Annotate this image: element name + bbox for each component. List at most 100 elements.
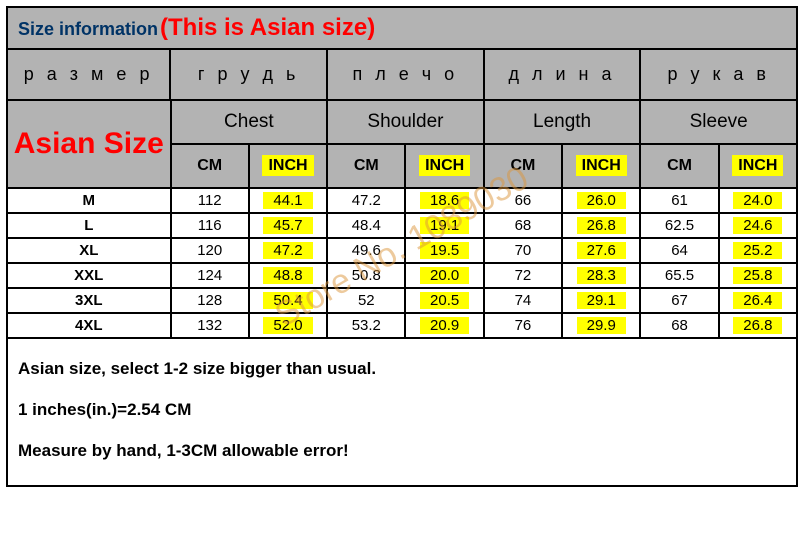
ru-chest: г р у д ь [171,50,328,99]
inch-value: 20.0 [406,264,482,287]
inch-value: 44.1 [250,189,326,212]
shoulder-label: Shoulder [328,101,483,145]
value-pair: 6826.8 [641,314,796,337]
inch-value: 24.6 [720,214,796,237]
inch-value: 26.4 [720,289,796,312]
value-pair: 11244.1 [172,189,329,212]
title-note: (This is Asian size) [160,14,375,42]
size-cell: XXL [8,264,172,287]
value-pair: 6425.2 [641,239,796,262]
sleeve-label: Sleeve [641,101,796,145]
inch-value: 52.0 [250,314,326,337]
inch-value: 26.8 [720,314,796,337]
inch-value: 28.3 [563,264,639,287]
ru-length: д л и н а [485,50,642,99]
value-pair: 12047.2 [172,239,329,262]
value-pair: 13252.0 [172,314,329,337]
inch-value: 18.6 [406,189,482,212]
inch-value: 25.2 [720,239,796,262]
cm-value: 49.6 [328,239,406,262]
cm-value: 66 [485,189,563,212]
table-row: 4XL13252.053.220.97629.96826.8 [8,312,796,337]
shoulder-cm: CM [328,145,406,187]
length-cm: CM [485,145,563,187]
value-pair: 53.220.9 [328,314,485,337]
value-pair: 5220.5 [328,289,485,312]
cm-value: 61 [641,189,719,212]
value-pair: 47.218.6 [328,189,485,212]
data-body: M11244.147.218.66626.06124.0L11645.748.4… [8,187,796,337]
inch-value: 29.1 [563,289,639,312]
value-pair: 50.820.0 [328,264,485,287]
cm-value: 76 [485,314,563,337]
cm-value: 67 [641,289,719,312]
length-inch: INCH [563,145,639,187]
title-row: Size information (This is Asian size) [8,8,796,50]
cm-value: 112 [172,189,250,212]
cm-value: 74 [485,289,563,312]
sleeve-inch: INCH [720,145,796,187]
ru-sleeve: р у к а в [641,50,796,99]
value-pair: 65.525.8 [641,264,796,287]
value-pair: 7027.6 [485,239,642,262]
cm-value: 124 [172,264,250,287]
inch-value: 26.8 [563,214,639,237]
size-cell: 3XL [8,289,172,312]
title-label: Size information [18,19,158,40]
col-length: Length CM INCH [485,101,642,187]
cm-value: 70 [485,239,563,262]
note-line: 1 inches(in.)=2.54 CM [18,390,786,431]
inch-value: 20.9 [406,314,482,337]
value-pair: 7429.1 [485,289,642,312]
asian-size-label: Asian Size [8,101,172,187]
cm-value: 116 [172,214,250,237]
inch-value: 19.5 [406,239,482,262]
value-pair: 7629.9 [485,314,642,337]
inch-value: 50.4 [250,289,326,312]
inch-value: 19.1 [406,214,482,237]
value-pair: 6626.0 [485,189,642,212]
cm-value: 128 [172,289,250,312]
ru-size: р а з м е р [8,50,171,99]
asian-size-text: Asian Size [14,126,164,162]
cm-value: 68 [485,214,563,237]
size-chart: Store No. 1089030 Size information (This… [6,6,798,487]
inch-value: 24.0 [720,189,796,212]
cm-value: 47.2 [328,189,406,212]
table-row: L11645.748.419.16826.862.524.6 [8,212,796,237]
size-cell: L [8,214,172,237]
value-pair: 7228.3 [485,264,642,287]
header-row-english: Asian Size Chest CM INCH Shoulder CM INC… [8,101,796,187]
value-pair: 6826.8 [485,214,642,237]
length-label: Length [485,101,640,145]
value-pair: 6726.4 [641,289,796,312]
cm-value: 48.4 [328,214,406,237]
header-row-russian: р а з м е р г р у д ь п л е ч о д л и н … [8,50,796,101]
inch-value: 27.6 [563,239,639,262]
size-cell: XL [8,239,172,262]
inch-value: 48.8 [250,264,326,287]
cm-value: 120 [172,239,250,262]
cm-value: 72 [485,264,563,287]
col-sleeve: Sleeve CM INCH [641,101,796,187]
cm-value: 53.2 [328,314,406,337]
cm-value: 62.5 [641,214,719,237]
value-pair: 11645.7 [172,214,329,237]
value-pair: 6124.0 [641,189,796,212]
chest-inch: INCH [250,145,326,187]
note-line: Asian size, select 1-2 size bigger than … [18,349,786,390]
inch-value: 25.8 [720,264,796,287]
chest-label: Chest [172,101,327,145]
inch-value: 47.2 [250,239,326,262]
col-shoulder: Shoulder CM INCH [328,101,485,187]
cm-value: 65.5 [641,264,719,287]
cm-value: 68 [641,314,719,337]
size-cell: 4XL [8,314,172,337]
value-pair: 12850.4 [172,289,329,312]
inch-value: 29.9 [563,314,639,337]
table-row: XXL12448.850.820.07228.365.525.8 [8,262,796,287]
inch-value: 45.7 [250,214,326,237]
table-row: M11244.147.218.66626.06124.0 [8,187,796,212]
value-pair: 12448.8 [172,264,329,287]
ru-shoulder: п л е ч о [328,50,485,99]
